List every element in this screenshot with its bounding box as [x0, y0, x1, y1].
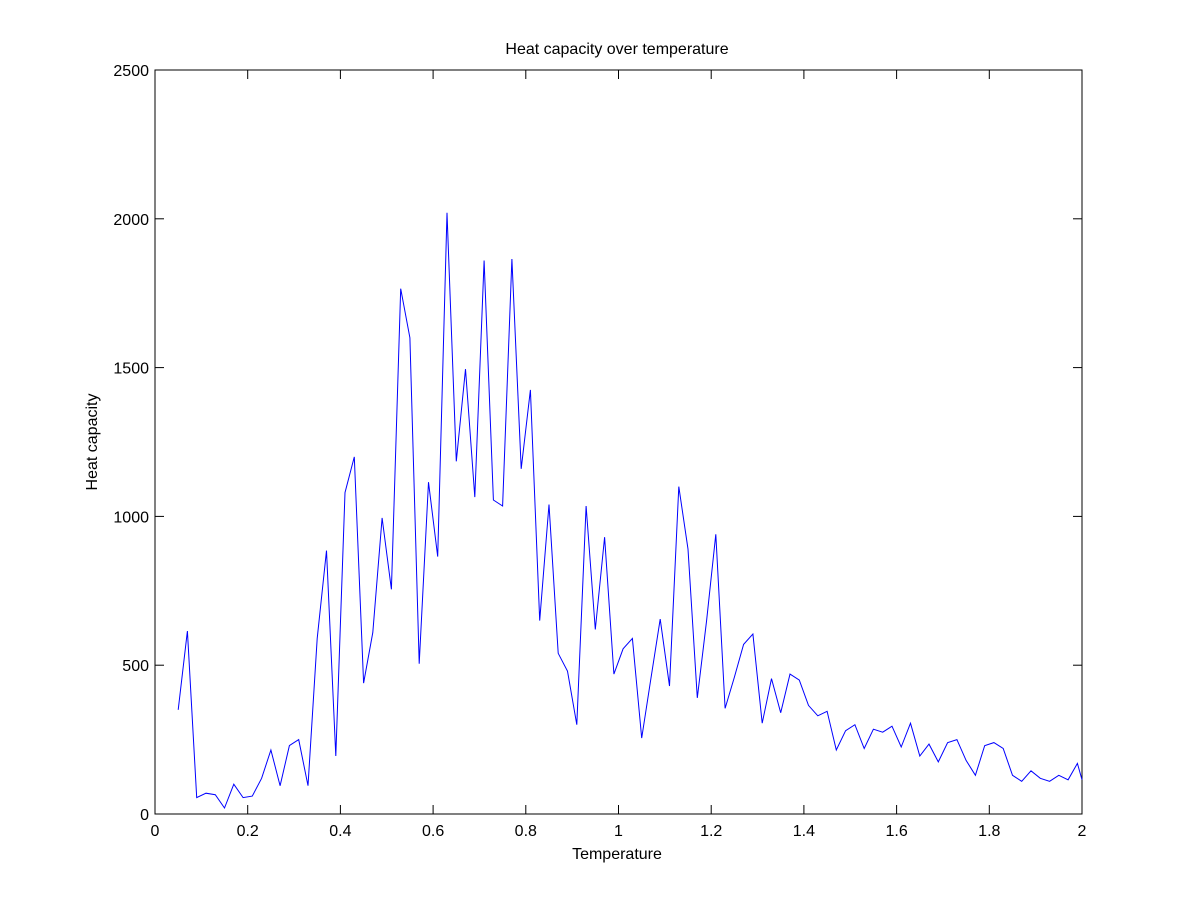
x-tick-label: 1.4 [793, 823, 815, 840]
y-tick-label: 1500 [113, 361, 149, 378]
x-axis: 0 0.2 0.4 0.6 0.8 1 1.2 1.4 1.6 1.8 2 [151, 70, 1087, 840]
x-tick-label: 0.2 [237, 823, 259, 840]
heat-capacity-series-line [177, 212, 1083, 810]
x-tick-label: 0.6 [422, 823, 444, 840]
y-tick-label: 2500 [113, 63, 149, 80]
y-axis-label: Heat capacity [84, 394, 101, 491]
y-tick-label: 2000 [113, 212, 149, 229]
x-tick-label: 2 [1078, 823, 1087, 840]
y-tick-label: 1000 [113, 509, 149, 526]
x-tick-label: 1.8 [978, 823, 1000, 840]
x-tick-label: 0.8 [515, 823, 537, 840]
y-tick-label: 0 [140, 807, 149, 824]
x-tick-label: 1.2 [700, 823, 722, 840]
x-tick-label: 0.4 [329, 823, 351, 840]
x-tick-label: 0 [151, 823, 160, 840]
x-axis-label: Temperature [572, 846, 662, 863]
chart-title: Heat capacity over temperature [505, 41, 728, 58]
x-tick-label: 1.6 [885, 823, 907, 840]
x-tick-label: 1 [614, 823, 623, 840]
y-axis: 0 500 1000 1500 2000 2500 [113, 63, 1082, 824]
y-tick-label: 500 [122, 658, 149, 675]
